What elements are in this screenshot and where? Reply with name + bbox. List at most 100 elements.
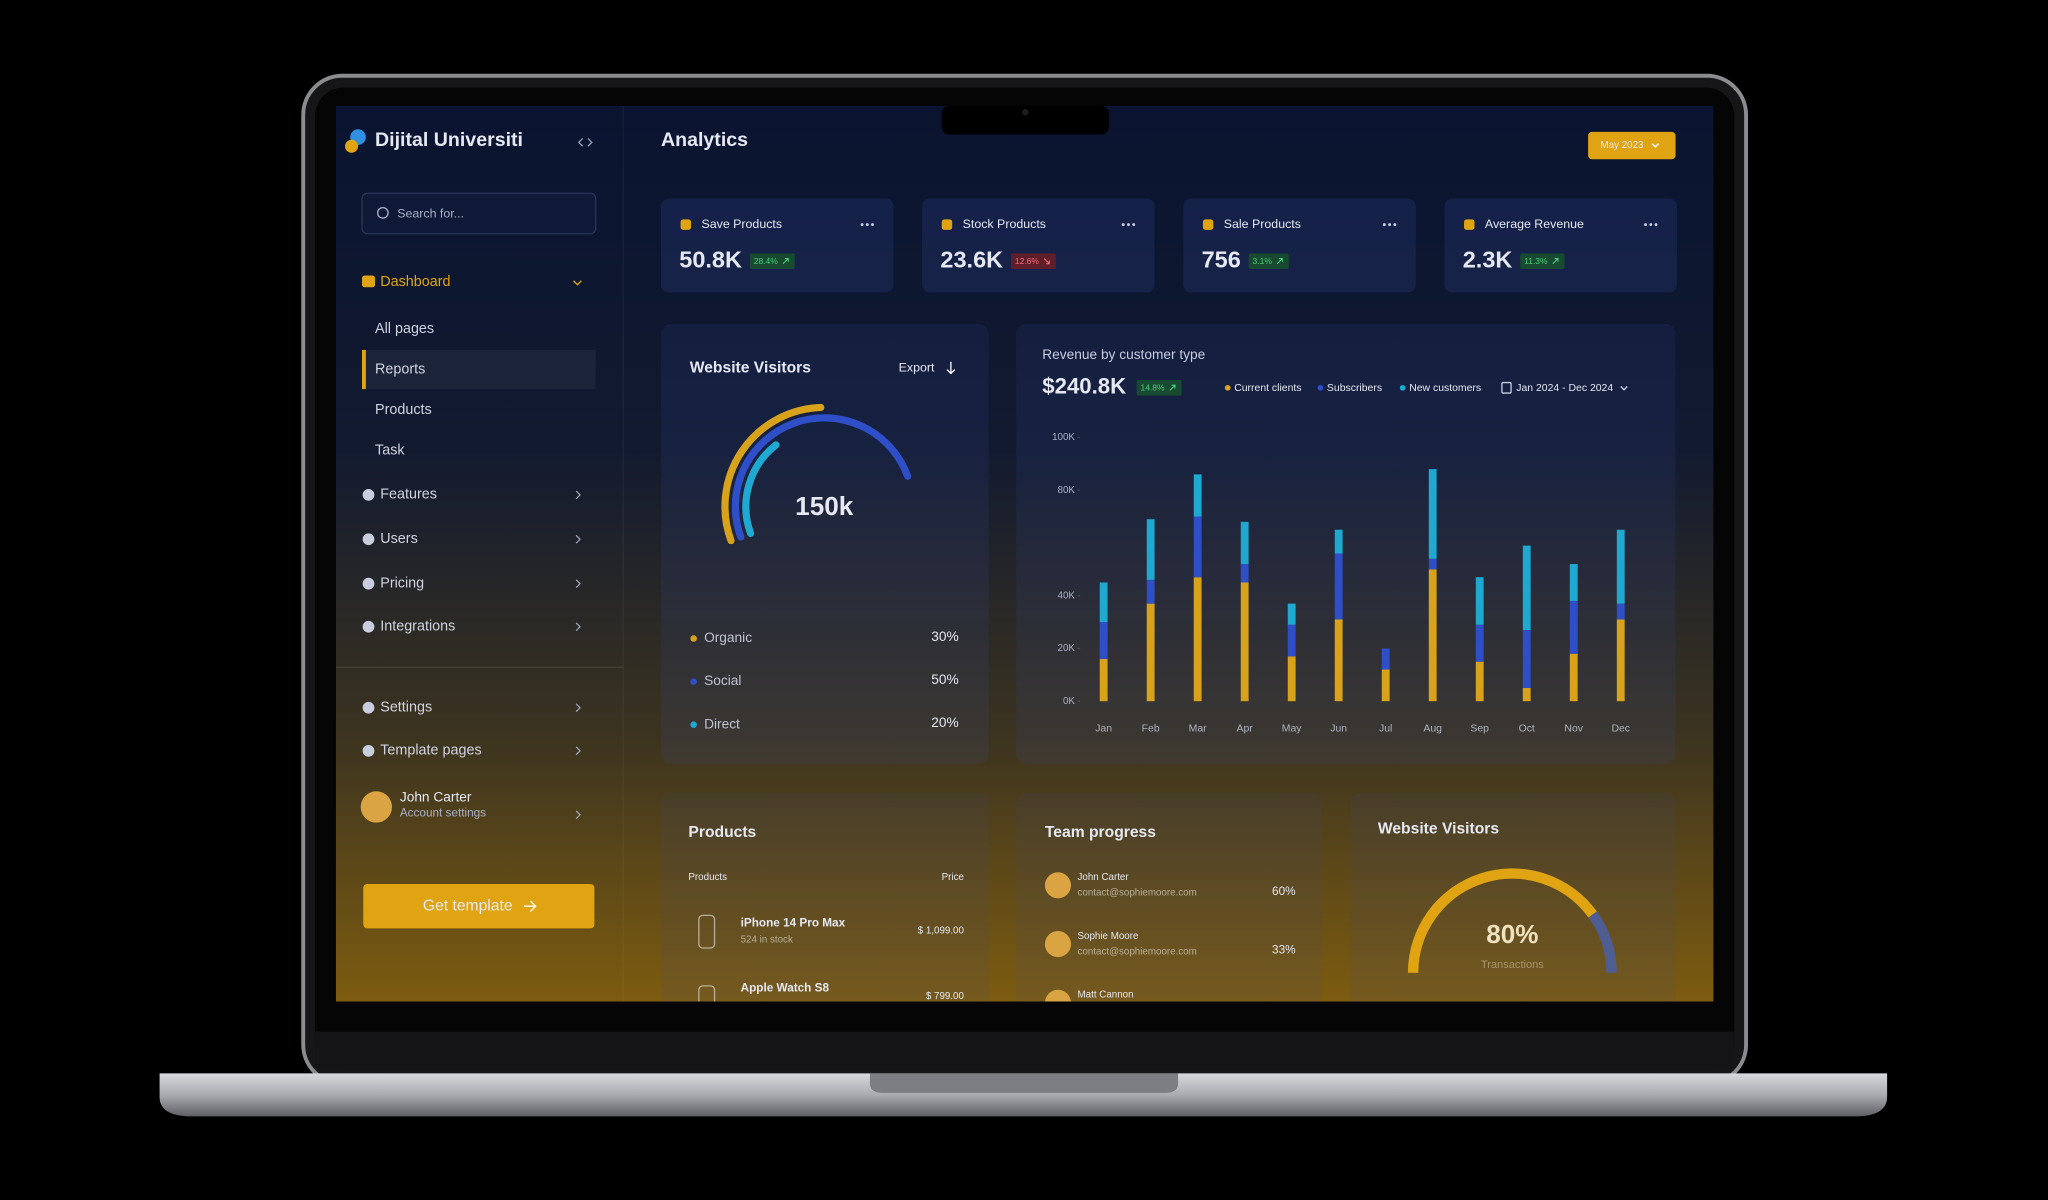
- member-name: John Carter: [1078, 872, 1130, 883]
- menu-item[interactable]: Dashboard: [380, 274, 450, 290]
- menu-item[interactable]: Integrations: [380, 619, 455, 635]
- collapse-icon[interactable]: [577, 137, 593, 147]
- camera-notch: [941, 105, 1109, 135]
- trend-arrow: [1169, 384, 1176, 391]
- chevron: [575, 810, 581, 820]
- avatar: [1044, 872, 1072, 899]
- more-icon[interactable]: [1654, 223, 1658, 227]
- gauge-total: 150k: [795, 491, 854, 521]
- submenu-item[interactable]: Task: [375, 442, 405, 458]
- card: [1016, 323, 1676, 764]
- more-icon[interactable]: [1121, 223, 1125, 227]
- y-tick-label: 20K: [1058, 643, 1076, 654]
- legend-dot: [1224, 384, 1231, 391]
- x-tick-label: May: [1282, 723, 1302, 734]
- card-title: Team progress: [1045, 824, 1156, 841]
- member-name: Matt Cannon: [1078, 990, 1134, 1001]
- card: [1016, 792, 1322, 1002]
- user-subtitle: Account settings: [400, 807, 486, 820]
- menu-icon: [362, 577, 375, 590]
- card: [660, 792, 989, 1002]
- y-tick-label: 40K: [1058, 590, 1076, 601]
- x-tick-label: Jul: [1379, 723, 1392, 734]
- more-icon[interactable]: [1382, 223, 1386, 227]
- bar-segment: [1381, 648, 1390, 670]
- legend-label: Social: [704, 673, 741, 688]
- chevron: [1651, 143, 1660, 148]
- bar-segment: [1099, 582, 1108, 623]
- cta-button[interactable]: [363, 884, 595, 929]
- bar-segment: [1334, 553, 1343, 620]
- bar-segment: [1240, 521, 1249, 565]
- more-icon[interactable]: [1132, 223, 1136, 227]
- bar-segment: [1146, 519, 1155, 580]
- card-title: Website Visitors: [690, 359, 812, 376]
- menu-item[interactable]: Users: [380, 531, 418, 547]
- bar-segment: [1475, 624, 1484, 662]
- x-tick-label: Nov: [1564, 723, 1583, 734]
- sidebar-menu: Dashboard All pages Reports Products Task Fea…: [361, 274, 582, 759]
- stat-card: [660, 198, 894, 293]
- more-icon[interactable]: [1393, 223, 1397, 227]
- submenu-item[interactable]: Reports: [375, 361, 425, 377]
- stat-label: Stock Products: [963, 217, 1046, 231]
- menu-icon: [362, 489, 375, 501]
- bar-segment: [1616, 603, 1625, 620]
- change-badge: [749, 253, 795, 269]
- menu-icon: [362, 744, 375, 757]
- cta-label: Get template: [423, 897, 513, 914]
- stat-cards: Save Products 50.8K 28.4% Stock Products 23.…: [660, 198, 1677, 293]
- stat-icon: [1202, 219, 1214, 230]
- more-icon[interactable]: [871, 223, 874, 227]
- bar-segment: [1522, 629, 1531, 689]
- search-box[interactable]: [361, 192, 597, 235]
- change-badge: [1248, 253, 1289, 269]
- more-icon[interactable]: [1649, 223, 1653, 227]
- bar-segment: [1287, 656, 1296, 702]
- chevron: [573, 280, 582, 286]
- submenu-item[interactable]: All pages: [375, 321, 434, 337]
- bar-segment: [1193, 516, 1202, 578]
- menu-item[interactable]: Template pages: [380, 743, 481, 759]
- more-icon[interactable]: [1388, 223, 1392, 227]
- stat-card: [1444, 198, 1677, 293]
- logo: [345, 139, 359, 153]
- bar-segment: [1569, 564, 1578, 601]
- more-icon[interactable]: [860, 223, 864, 227]
- bar-segment: [1193, 474, 1202, 517]
- more-icon[interactable]: [1644, 223, 1647, 227]
- bar-segment: [1146, 579, 1155, 604]
- card-title: Products: [688, 824, 756, 841]
- bar-segment: [1099, 658, 1108, 702]
- x-tick-label: Dec: [1611, 723, 1630, 734]
- trend-arrow: [1552, 258, 1559, 265]
- legend-label: Organic: [704, 630, 752, 645]
- date-button[interactable]: [1588, 131, 1676, 160]
- stat-value: 23.6K: [940, 246, 1003, 272]
- submenu-item[interactable]: Products: [375, 402, 432, 418]
- bar-segment: [1099, 622, 1108, 659]
- bar-segment: [1475, 577, 1484, 625]
- date-range[interactable]: Jan 2024 - Dec 2024: [1516, 383, 1613, 394]
- gauge-arc: [742, 441, 780, 538]
- stat-card: [1183, 198, 1416, 293]
- menu-item[interactable]: Pricing: [380, 575, 424, 591]
- menu-item[interactable]: Features: [380, 487, 437, 503]
- bezel-chin: [314, 1031, 1735, 1070]
- stat-value: 2.3K: [1463, 246, 1513, 272]
- avatar: [360, 791, 393, 823]
- export[interactable]: Export: [899, 361, 935, 375]
- menu-item[interactable]: Settings: [380, 700, 432, 716]
- product-image: [698, 985, 716, 1002]
- more-icon[interactable]: [865, 223, 869, 227]
- active-item: [361, 349, 596, 390]
- bar-segment: [1428, 469, 1437, 559]
- menu-icon: [362, 701, 375, 714]
- bar-segment: [1381, 669, 1390, 702]
- x-tick-label: Sep: [1470, 723, 1489, 734]
- stat-label: Save Products: [701, 217, 782, 231]
- column-header: Products: [688, 872, 727, 883]
- gauge-value: 80%: [1486, 919, 1538, 949]
- more-icon[interactable]: [1127, 223, 1130, 227]
- y-tick-label: 0K: [1063, 696, 1075, 707]
